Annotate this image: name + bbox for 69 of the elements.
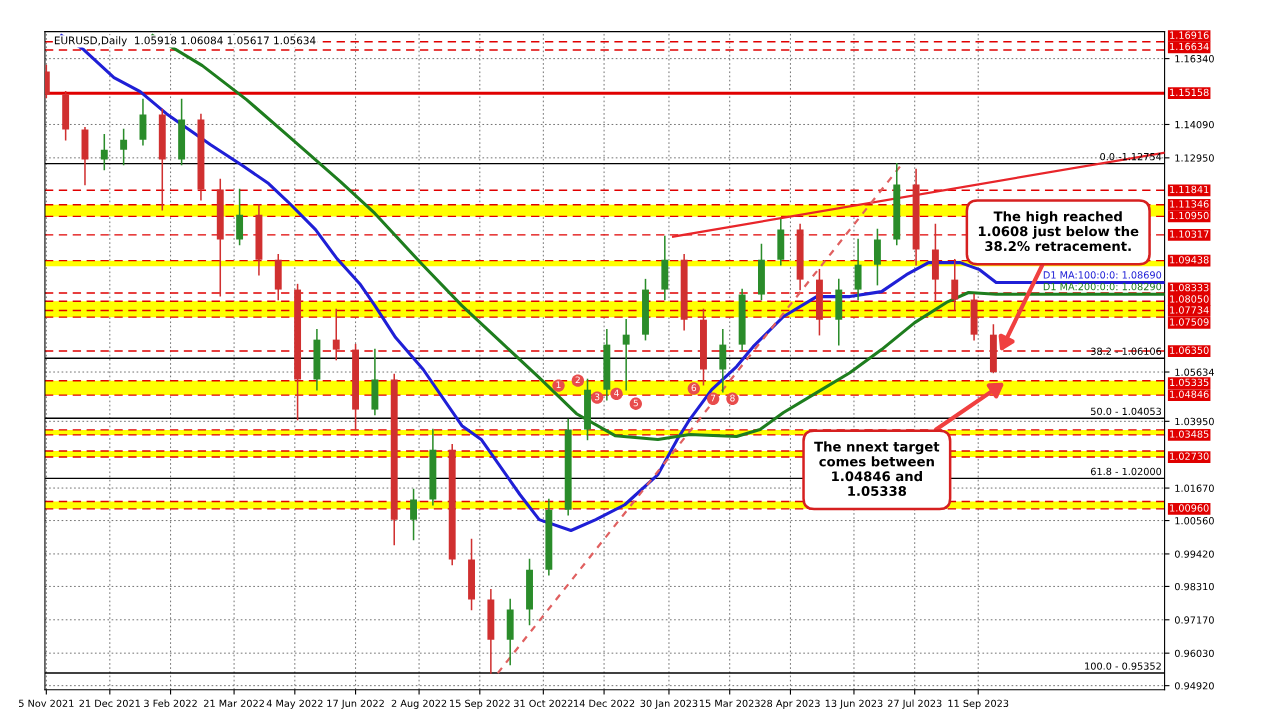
ref-line-label: 1.08050 <box>1170 295 1209 303</box>
series-label: D1 MA:200:0:0: 1.08290 <box>1043 282 1162 291</box>
x-tick-label: 4 May 2022 <box>266 699 323 709</box>
ref-line-label: 1.06350 <box>1170 346 1209 354</box>
x-tick-label: 3 Feb 2022 <box>144 699 197 708</box>
annotation: 7 <box>711 394 716 402</box>
y-tick-label: 1.03950 <box>1175 417 1214 426</box>
ref-line-label: 1.15158 <box>1170 88 1209 97</box>
ref-line-label: 1.16634 <box>1170 42 1209 51</box>
annotation: 50.0 - 1.04053 <box>1091 407 1162 416</box>
ref-line-label: 1.10950 <box>1170 211 1209 220</box>
candlestick <box>951 258 959 311</box>
x-tick-label: 11 Sep 2023 <box>948 699 1009 709</box>
annotation: 2 <box>575 376 580 384</box>
annotation: The nnext target comes between 1.04846 and 1.05338 <box>814 441 940 496</box>
x-tick-label: 27 Jul 2023 <box>887 699 942 709</box>
x-tick-label: 21 Mar 2022 <box>203 699 264 708</box>
annotation: 6 <box>691 384 697 392</box>
ref-line-label: 1.07734 <box>1170 306 1209 314</box>
x-tick-label: 17 Jun 2022 <box>327 699 384 709</box>
ref-line-label: 1.07509 <box>1170 318 1209 326</box>
annotation: 61.8 - 1.02000 <box>1090 467 1162 476</box>
y-tick-label: 0.98310 <box>1174 582 1214 591</box>
y-tick-label: 0.96030 <box>1174 649 1214 657</box>
candlestick <box>100 133 108 171</box>
y-tick-label: 1.12950 <box>1175 154 1214 162</box>
candlestick <box>332 308 340 361</box>
y-tick-label: 1.01670 <box>1175 484 1214 492</box>
annotation: The high reached 1.0608 just below the 38.2% retracement. <box>978 211 1139 252</box>
ref-line-label: 1.10317 <box>1170 230 1209 238</box>
candlestick <box>44 64 50 99</box>
x-tick-label: 21 Dec 2021 <box>79 699 140 708</box>
candlestick <box>622 318 630 391</box>
x-tick-label: 30 Jan 2023 <box>640 699 698 709</box>
y-tick-label: 0.99420 <box>1174 550 1214 558</box>
chart-title: EURUSD,Daily 1.05918 1.06084 1.05617 1.05634 <box>54 36 316 47</box>
y-tick-label: 1.05634 <box>1175 368 1214 376</box>
annotation: 100.0 - 0.95352 <box>1085 662 1161 670</box>
y-tick-label: 0.94920 <box>1174 682 1214 690</box>
series-label: D1 MA:100:0:0: 1.08690 <box>1043 271 1162 279</box>
ref-line-label: 1.16916 <box>1170 31 1209 39</box>
candlestick <box>120 128 128 166</box>
x-tick-label: 28 Apr 2023 <box>761 699 820 709</box>
annotation: 3 <box>594 393 600 401</box>
y-tick-label: 0.97170 <box>1174 616 1214 624</box>
x-tick-label: 15 Mar 2023 <box>699 699 760 708</box>
x-tick-label: 31 Oct 2022 <box>514 699 573 708</box>
annotation: 4 <box>614 389 619 397</box>
ref-line-label: 1.04846 <box>1170 390 1209 398</box>
ref-line-label: 1.11841 <box>1170 185 1209 194</box>
x-tick-label: 14 Dec 2022 <box>574 699 635 708</box>
annotation: 5 <box>633 399 638 407</box>
x-tick-label: 5 Nov 2021 <box>19 699 74 708</box>
ref-line-label: 1.08333 <box>1170 283 1209 292</box>
x-tick-label: 2 Aug 2022 <box>391 699 447 709</box>
ref-line-label: 1.05335 <box>1170 378 1209 387</box>
y-tick-label: 1.00560 <box>1175 517 1214 525</box>
y-tick-label: 1.16340 <box>1175 55 1214 63</box>
y-tick-label: 1.14090 <box>1175 120 1214 129</box>
annotation: 8 <box>730 394 735 402</box>
ref-line-label: 1.09438 <box>1170 256 1209 264</box>
x-tick-label: 15 Sep 2022 <box>450 699 510 709</box>
ref-line-label: 1.03485 <box>1170 430 1209 438</box>
ref-line-label: 1.11346 <box>1170 200 1209 208</box>
annotation: 1 <box>556 381 561 389</box>
candlestick <box>410 488 418 541</box>
x-tick-label: 13 Jun 2023 <box>825 699 883 709</box>
ref-line-label: 1.00960 <box>1170 504 1209 512</box>
ref-line-label: 1.02730 <box>1170 452 1209 460</box>
